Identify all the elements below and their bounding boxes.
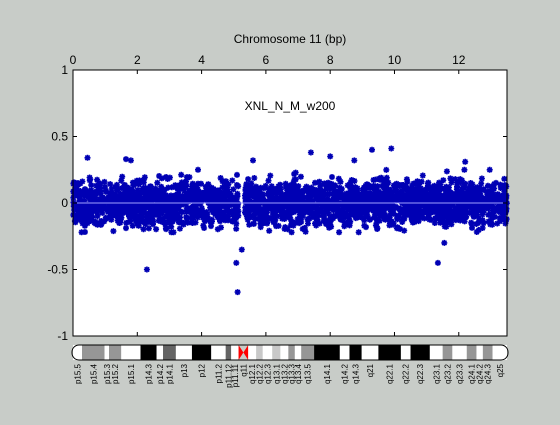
- ideogram-band-label: q14.1: [323, 363, 332, 384]
- ideogram-band-label: q13.1: [272, 363, 281, 384]
- ideogram-band-label: q25: [496, 363, 505, 377]
- ideogram-band-label: q12.2: [255, 363, 264, 384]
- y-tick-label: 0: [61, 196, 68, 210]
- ideogram-band-label: q12.1: [248, 363, 257, 384]
- ideogram-band-label: q22.3: [416, 363, 425, 384]
- ideogram-band: [476, 345, 483, 360]
- ideogram-band-label: q14.3: [352, 363, 361, 384]
- ideogram-band: [231, 345, 239, 360]
- ideogram-band: [442, 345, 453, 360]
- y-tick-label: -1: [57, 329, 68, 343]
- ideogram-band: [175, 345, 192, 360]
- data-point-markers: [70, 145, 510, 296]
- ideogram-band-label: p13: [180, 363, 189, 377]
- ideogram-band: [314, 345, 340, 360]
- ideogram-band-label: p14.1: [165, 363, 174, 384]
- ideogram-band: [225, 345, 232, 360]
- ideogram-band: [482, 345, 493, 360]
- x-tick-label: 10: [388, 53, 402, 67]
- ideogram-band: [410, 345, 430, 360]
- ideogram-band-label: q13.5: [304, 363, 313, 384]
- ideogram-band: [339, 345, 350, 360]
- ideogram-band-label: q22.1: [386, 363, 395, 384]
- x-tick-label: 4: [198, 53, 205, 67]
- x-tick-label: 6: [263, 53, 270, 67]
- y-tick-label: 0.5: [51, 130, 68, 144]
- ideogram-band-label: q13.3: [288, 363, 297, 384]
- centromere-marker: [243, 345, 249, 360]
- ideogram-band-label: p15.5: [74, 363, 83, 384]
- ideogram-band-label: p15.3: [103, 363, 112, 384]
- scatter-points: [70, 145, 510, 296]
- x-tick-label: 2: [134, 53, 141, 67]
- axes: 0 2 4 6 8 10 12 1 0.5 0 -0.5 -1: [47, 53, 508, 343]
- ideogram-band: [361, 345, 379, 360]
- ideogram-band: [349, 345, 362, 360]
- ideogram-band-label: q24.1: [468, 363, 477, 384]
- ideogram-band: [248, 345, 257, 360]
- ideogram-band: [378, 345, 401, 360]
- ideogram-band-label: q22.2: [402, 363, 411, 384]
- ideogram-band-label: p15.2: [111, 363, 120, 384]
- y-tick-label: -0.5: [47, 263, 68, 277]
- ideogram-band: [140, 345, 157, 360]
- ideogram-band-label: p11.11: [231, 363, 240, 387]
- ideogram-band-label: q12.3: [263, 363, 272, 384]
- y-tick-label: 1: [61, 63, 68, 77]
- ideogram-band-label: p14.3: [145, 363, 154, 384]
- ideogram-band: [294, 345, 302, 360]
- ideogram-band: [466, 345, 477, 360]
- ideogram-outline: [71, 344, 509, 361]
- ideogram-band-label: p11.2: [214, 363, 223, 383]
- ideogram-band-label: p14.2: [156, 363, 165, 384]
- ideogram-band-label: p12: [198, 363, 207, 377]
- ideogram-band-label: q13.4: [294, 363, 303, 384]
- ideogram-band-label: q23.1: [432, 363, 441, 384]
- ideogram-band-label: q11: [239, 363, 248, 376]
- x-tick-label: 8: [327, 53, 334, 67]
- ideogram-band: [272, 345, 281, 360]
- ideogram-band-label: q24.3: [484, 363, 493, 384]
- chart-title: Chromosome 11 (bp): [234, 32, 347, 46]
- ideogram-band-label: p15.4: [89, 363, 98, 384]
- ideogram-band: [191, 345, 212, 360]
- ideogram-band-label: q24.2: [476, 363, 485, 384]
- ideogram-band-label: q13.2: [280, 363, 289, 384]
- ideogram-band-label: q14.2: [341, 363, 350, 384]
- ideogram-band: [82, 345, 105, 360]
- x-tick-label: 0: [70, 53, 77, 67]
- chromosome-ideogram: p15.5 p15.4 p15.3 p15.2 p15.1 p14.3 p14.2 p14.1…: [71, 344, 509, 388]
- ideogram-band: [163, 345, 176, 360]
- ideogram-band: [301, 345, 315, 360]
- ideogram-band: [109, 345, 122, 360]
- ideogram-band: [400, 345, 411, 360]
- ideogram-band-label: q21: [366, 363, 375, 377]
- ideogram-band: [429, 345, 443, 360]
- ideogram-band: [256, 345, 263, 360]
- x-tick-label: 12: [452, 53, 466, 67]
- ideogram-band: [73, 345, 83, 360]
- ideogram-band: [104, 345, 110, 360]
- centromere-marker: [238, 345, 244, 360]
- chart-annotation: XNL_N_M_w200: [245, 99, 336, 113]
- ideogram-band-label: p15.1: [127, 363, 136, 384]
- ideogram-band: [492, 345, 507, 360]
- ideogram-band: [262, 345, 273, 360]
- ideogram-band: [288, 345, 295, 360]
- ideogram-band: [280, 345, 289, 360]
- ideogram-band: [211, 345, 226, 360]
- ideogram-band: [156, 345, 164, 360]
- ideogram-band-label: p11.12: [224, 363, 233, 387]
- ideogram-band: [452, 345, 467, 360]
- ideogram-band-label: q23.2: [444, 363, 453, 384]
- ideogram-band-label: q23.3: [456, 363, 465, 384]
- ideogram-band: [121, 345, 141, 360]
